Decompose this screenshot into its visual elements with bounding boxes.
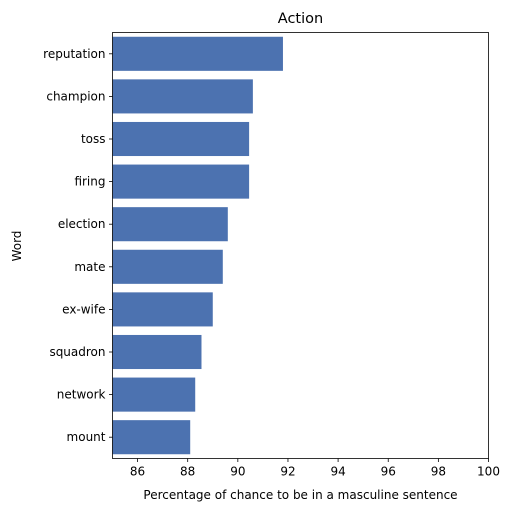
y-tick-label: champion bbox=[46, 89, 105, 103]
bar-firing bbox=[112, 164, 250, 199]
y-axis-label: Word bbox=[10, 231, 24, 262]
bar-mate bbox=[112, 249, 223, 284]
y-tick-label: ex-wife bbox=[62, 302, 105, 316]
y-tick-label: election bbox=[58, 217, 106, 231]
y-tick-label: reputation bbox=[43, 47, 105, 61]
x-tick-label: 86 bbox=[130, 465, 145, 479]
y-tick-label: network bbox=[57, 388, 106, 402]
x-axis-label: Percentage of chance to be in a masculin… bbox=[143, 488, 457, 502]
bar-reputation bbox=[112, 36, 283, 71]
bar-ex-wife bbox=[112, 292, 213, 327]
bar-mount bbox=[112, 420, 191, 455]
x-tick-label: 92 bbox=[280, 465, 295, 479]
x-tick-label: 98 bbox=[431, 465, 446, 479]
y-tick-label: firing bbox=[74, 175, 105, 189]
bar-network bbox=[112, 377, 196, 412]
y-tick-label: mate bbox=[74, 260, 105, 274]
chart-title: Action bbox=[278, 11, 323, 27]
y-ticks-group: reputation champion toss firing election mate… bbox=[43, 47, 113, 444]
y-tick-label: squadron bbox=[49, 345, 105, 359]
bar-election bbox=[112, 207, 228, 242]
x-ticks-group: 86 88 90 92 94 96 98 100 bbox=[130, 458, 500, 479]
x-tick-label: 94 bbox=[330, 465, 345, 479]
y-tick-label: mount bbox=[67, 430, 106, 444]
x-tick-label: 90 bbox=[230, 465, 245, 479]
y-tick-label: toss bbox=[81, 132, 106, 146]
x-tick-label: 88 bbox=[180, 465, 195, 479]
x-tick-label: 100 bbox=[477, 465, 500, 479]
bars-group bbox=[112, 36, 283, 455]
bar-squadron bbox=[112, 334, 202, 370]
plot-frame bbox=[112, 32, 489, 459]
bar-champion bbox=[112, 79, 253, 114]
x-tick-label: 96 bbox=[381, 465, 396, 479]
bar-toss bbox=[112, 121, 250, 157]
